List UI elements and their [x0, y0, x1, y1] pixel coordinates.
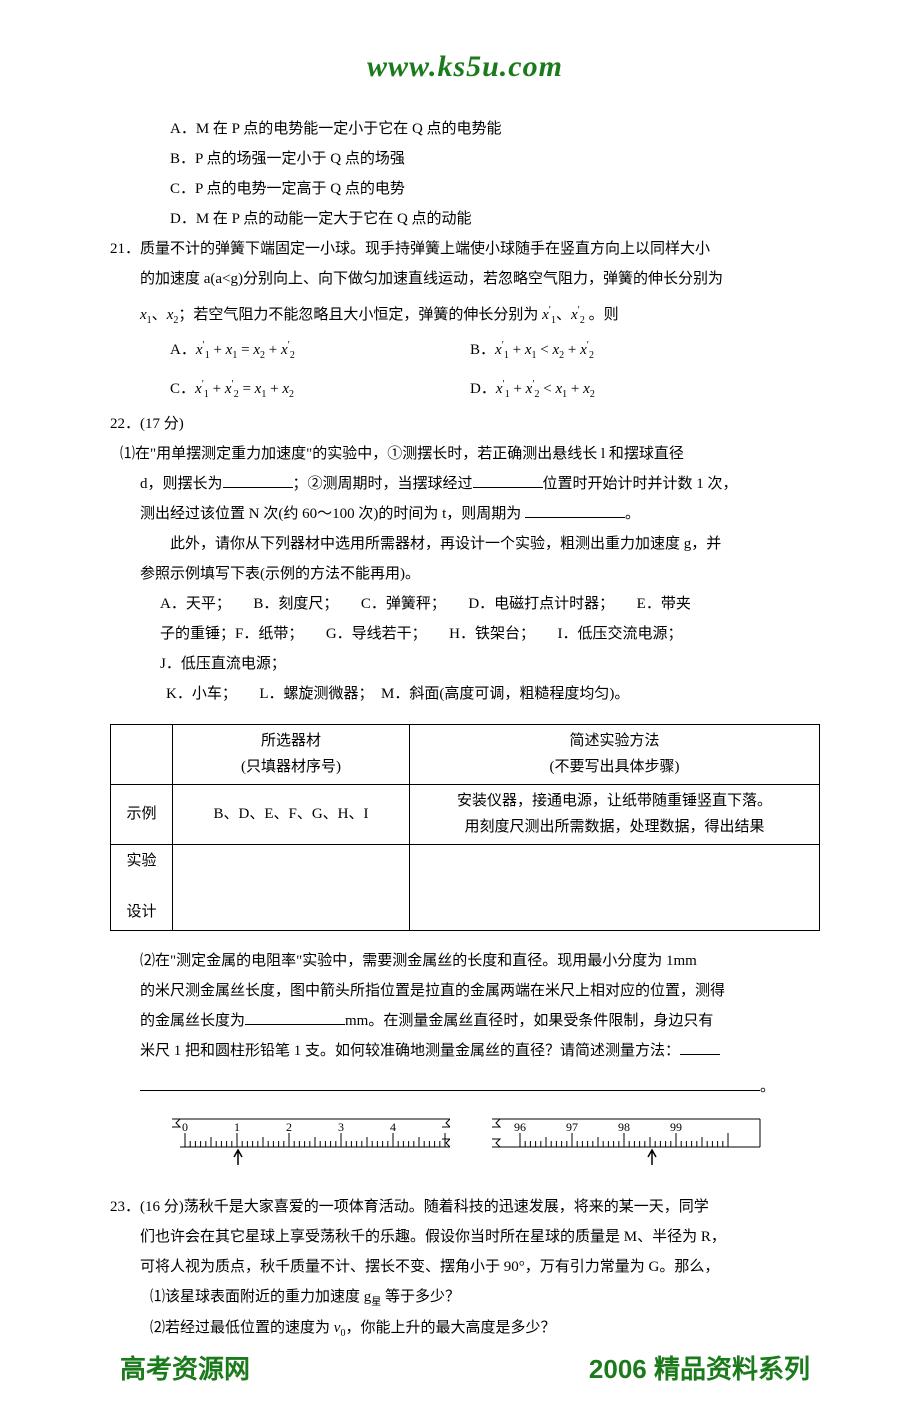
q22-p3-line1: ⑵在"测定金属的电阻率"实验中，需要测金属丝的长度和直径。现用最小分度为 1mm — [110, 946, 820, 976]
q22-p1-b: d，则摆长为 — [140, 476, 223, 492]
prev-option-c: C．P 点的电势一定高于 Q 点的电势 — [110, 174, 820, 204]
table-design-label: 实验设计 — [111, 845, 173, 931]
svg-text:99: 99 — [670, 1120, 682, 1134]
table-design-row: 实验设计 — [111, 845, 820, 931]
q22-p1-f: 。 — [625, 506, 640, 522]
table-example-row: 示例 B、D、E、F、G、H、I 安装仪器，接通电源，让纸带随重锤竖直下落。用刻… — [111, 785, 820, 845]
q23-stem-line3: 可将人视为质点，秋千质量不计、摆长不变、摆角小于 90°，万有引力常量为 G。那… — [110, 1252, 820, 1282]
q22-p1-line3: 测出经过该位置 N 次(约 60～100 次)的时间为 t，则周期为 。 — [110, 499, 820, 529]
table-header-method: 简述实验方法(不要写出具体步骤) — [410, 725, 820, 785]
q22-p1-c: ；②测周期时，当摆球经过 — [293, 476, 473, 492]
ruler-right: 96 97 98 99 — [490, 1117, 770, 1172]
table-example-method: 安装仪器，接通电源，让纸带随重锤竖直下落。用刻度尺测出所需数据，处理数据，得出结… — [410, 785, 820, 845]
q22-p3-e: 米尺 1 把和圆柱形铅笔 1 支。如何较准确地测量金属丝的直径？请简述测量方法： — [140, 1043, 680, 1059]
table-design-equipment — [173, 845, 410, 931]
blank-wire-length — [245, 1009, 345, 1025]
svg-text:0: 0 — [182, 1120, 188, 1134]
q21-options-row1: A．x′1 + x1 = x2 + x′2 B．x′1 + x1 < x2 + … — [110, 331, 820, 370]
equipment-list: A．天平； B．刻度尺； C．弹簧秤； D．电磁打点计时器； E．带夹 子的重锤… — [110, 589, 820, 709]
q21-option-c: C．x′1 + x′2 = x1 + x2 — [170, 370, 470, 409]
q21-options-row2: C．x′1 + x′2 = x1 + x2 D．x′1 + x′2 < x1 +… — [110, 370, 820, 409]
q22-p3-line3: 的金属丝长度为 mm。在测量金属丝直径时，如果受条件限制，身边只有 — [110, 1006, 820, 1036]
arrow-left-icon — [234, 1150, 242, 1165]
q22-p1-line1: ⑴在"用单摆测定重力加速度"的实验中，①测摆长时，若正确测出悬线长 l 和摆球直… — [110, 439, 820, 469]
q22-p3-line2: 的米尺测金属丝长度，图中箭头所指位置是拉直的金属两端在米尺上相对应的位置，测得 — [110, 976, 820, 1006]
q22-p2-line2: 参照示例填写下表(示例的方法不能再用)。 — [110, 559, 820, 589]
ruler-diagram: 0 1 2 3 4 96 97 98 99 — [170, 1117, 820, 1172]
table-design-method — [410, 845, 820, 931]
table-example-label: 示例 — [111, 785, 173, 845]
blank-method-full — [140, 1075, 760, 1091]
q21-option-b: B．x′1 + x1 < x2 + x′2 — [470, 331, 770, 370]
equip-line3: J．低压直流电源； — [160, 649, 820, 679]
svg-text:1: 1 — [234, 1120, 240, 1134]
prev-option-a: A．M 在 P 点的电势能一定小于它在 Q 点的电势能 — [110, 114, 820, 144]
table-example-equipment: B、D、E、F、G、H、I — [173, 785, 410, 845]
blank-position — [473, 472, 543, 488]
q22-p3-f: 。 — [760, 1079, 775, 1095]
table-header-row: 所选器材(只填器材序号) 简述实验方法(不要写出具体步骤) — [111, 725, 820, 785]
q23-sub1: ⑴该星球表面附近的重力加速度 g星 等于多少？ — [110, 1282, 820, 1313]
blank-method-start — [680, 1039, 720, 1055]
q23-stem-line1: 23．(16 分)荡秋千是大家喜爱的一项体育活动。随着科技的迅速发展，将来的某一… — [110, 1192, 820, 1222]
q22-p1-a: ⑴在"用单摆测定重力加速度"的实验中，①测摆长时，若正确测出悬线长 l 和摆球直… — [120, 446, 684, 462]
q22-p1-line2: d，则摆长为 ；②测周期时，当摆球经过 位置时开始计时并计数 1 次， — [110, 469, 820, 499]
q23-stem-line2: 们也许会在其它星球上享受荡秋千的乐趣。假设你当时所在星球的质量是 M、半径为 R… — [110, 1222, 820, 1252]
page-container: www.ks5u.com A．M 在 P 点的电势能一定小于它在 Q 点的电势能… — [0, 0, 920, 1426]
prev-option-d: D．M 在 P 点的动能一定大于它在 Q 点的动能 — [110, 204, 820, 234]
q21-stem-line2: 的加速度 a(a<g)分别向上、向下做匀加速直线运动，若忽略空气阻力，弹簧的伸长… — [110, 264, 820, 294]
site-logo: www.ks5u.com — [110, 50, 820, 84]
svg-text:2: 2 — [286, 1120, 292, 1134]
q22-title: 22．(17 分) — [110, 409, 820, 439]
ruler-left: 0 1 2 3 4 — [170, 1117, 450, 1172]
q21-option-d: D．x′1 + x′2 < x1 + x2 — [470, 370, 770, 409]
equip-line4: K．小车； L．螺旋测微器； M．斜面(高度可调，粗糙程度均匀)。 — [160, 679, 820, 709]
arrow-right-icon — [648, 1150, 656, 1165]
blank-pendulum-length — [223, 472, 293, 488]
svg-text:4: 4 — [390, 1120, 396, 1134]
q22-p1-e: 测出经过该位置 N 次(约 60～100 次)的时间为 t，则周期为 — [140, 506, 521, 522]
svg-text:3: 3 — [338, 1120, 344, 1134]
q22-p3-d: mm。在测量金属丝直径时，如果受条件限制，身边只有 — [345, 1013, 713, 1029]
experiment-table: 所选器材(只填器材序号) 简述实验方法(不要写出具体步骤) 示例 B、D、E、F… — [110, 724, 820, 931]
q22-p1-d: 位置时开始计时并计数 1 次， — [543, 476, 738, 492]
svg-text:96: 96 — [514, 1120, 526, 1134]
blank-period — [525, 502, 625, 518]
svg-text:98: 98 — [618, 1120, 630, 1134]
table-header-equipment: 所选器材(只填器材序号) — [173, 725, 410, 785]
q23-sub2: ⑵若经过最低位置的速度为 v0，你能上升的最大高度是多少？ — [110, 1313, 820, 1344]
q21-stem-line1: 21．质量不计的弹簧下端固定一小球。现手持弹簧上端使小球随手在竖直方向上以同样大… — [110, 234, 820, 264]
svg-text:97: 97 — [566, 1120, 578, 1134]
q22-p3-line5: 。 — [110, 1072, 820, 1102]
q21-stem-line3: x1、x2；若空气阻力不能忽略且大小恒定，弹簧的伸长分别为 x′1、x′2 。则 — [110, 300, 820, 331]
prev-option-b: B．P 点的场强一定小于 Q 点的场强 — [110, 144, 820, 174]
q21-option-a: A．x′1 + x1 = x2 + x′2 — [170, 331, 470, 370]
q22-p3-c: 的金属丝长度为 — [140, 1013, 245, 1029]
q22-p2-line1: 此外，请你从下列器材中选用所需器材，再设计一个实验，粗测出重力加速度 g，并 — [110, 529, 820, 559]
q22-p3-line4: 米尺 1 把和圆柱形铅笔 1 支。如何较准确地测量金属丝的直径？请简述测量方法： — [110, 1036, 820, 1066]
equip-line2: 子的重锤；F．纸带； G．导线若干； H．铁架台； I．低压交流电源； — [160, 619, 820, 649]
footer-right-text: 2006 精品资料系列 — [589, 1349, 810, 1386]
equip-line1: A．天平； B．刻度尺； C．弹簧秤； D．电磁打点计时器； E．带夹 — [160, 589, 820, 619]
table-header-blank — [111, 725, 173, 785]
page-footer: 高考资源网 2006 精品资料系列 — [110, 1349, 820, 1386]
footer-left-text: 高考资源网 — [120, 1349, 250, 1386]
